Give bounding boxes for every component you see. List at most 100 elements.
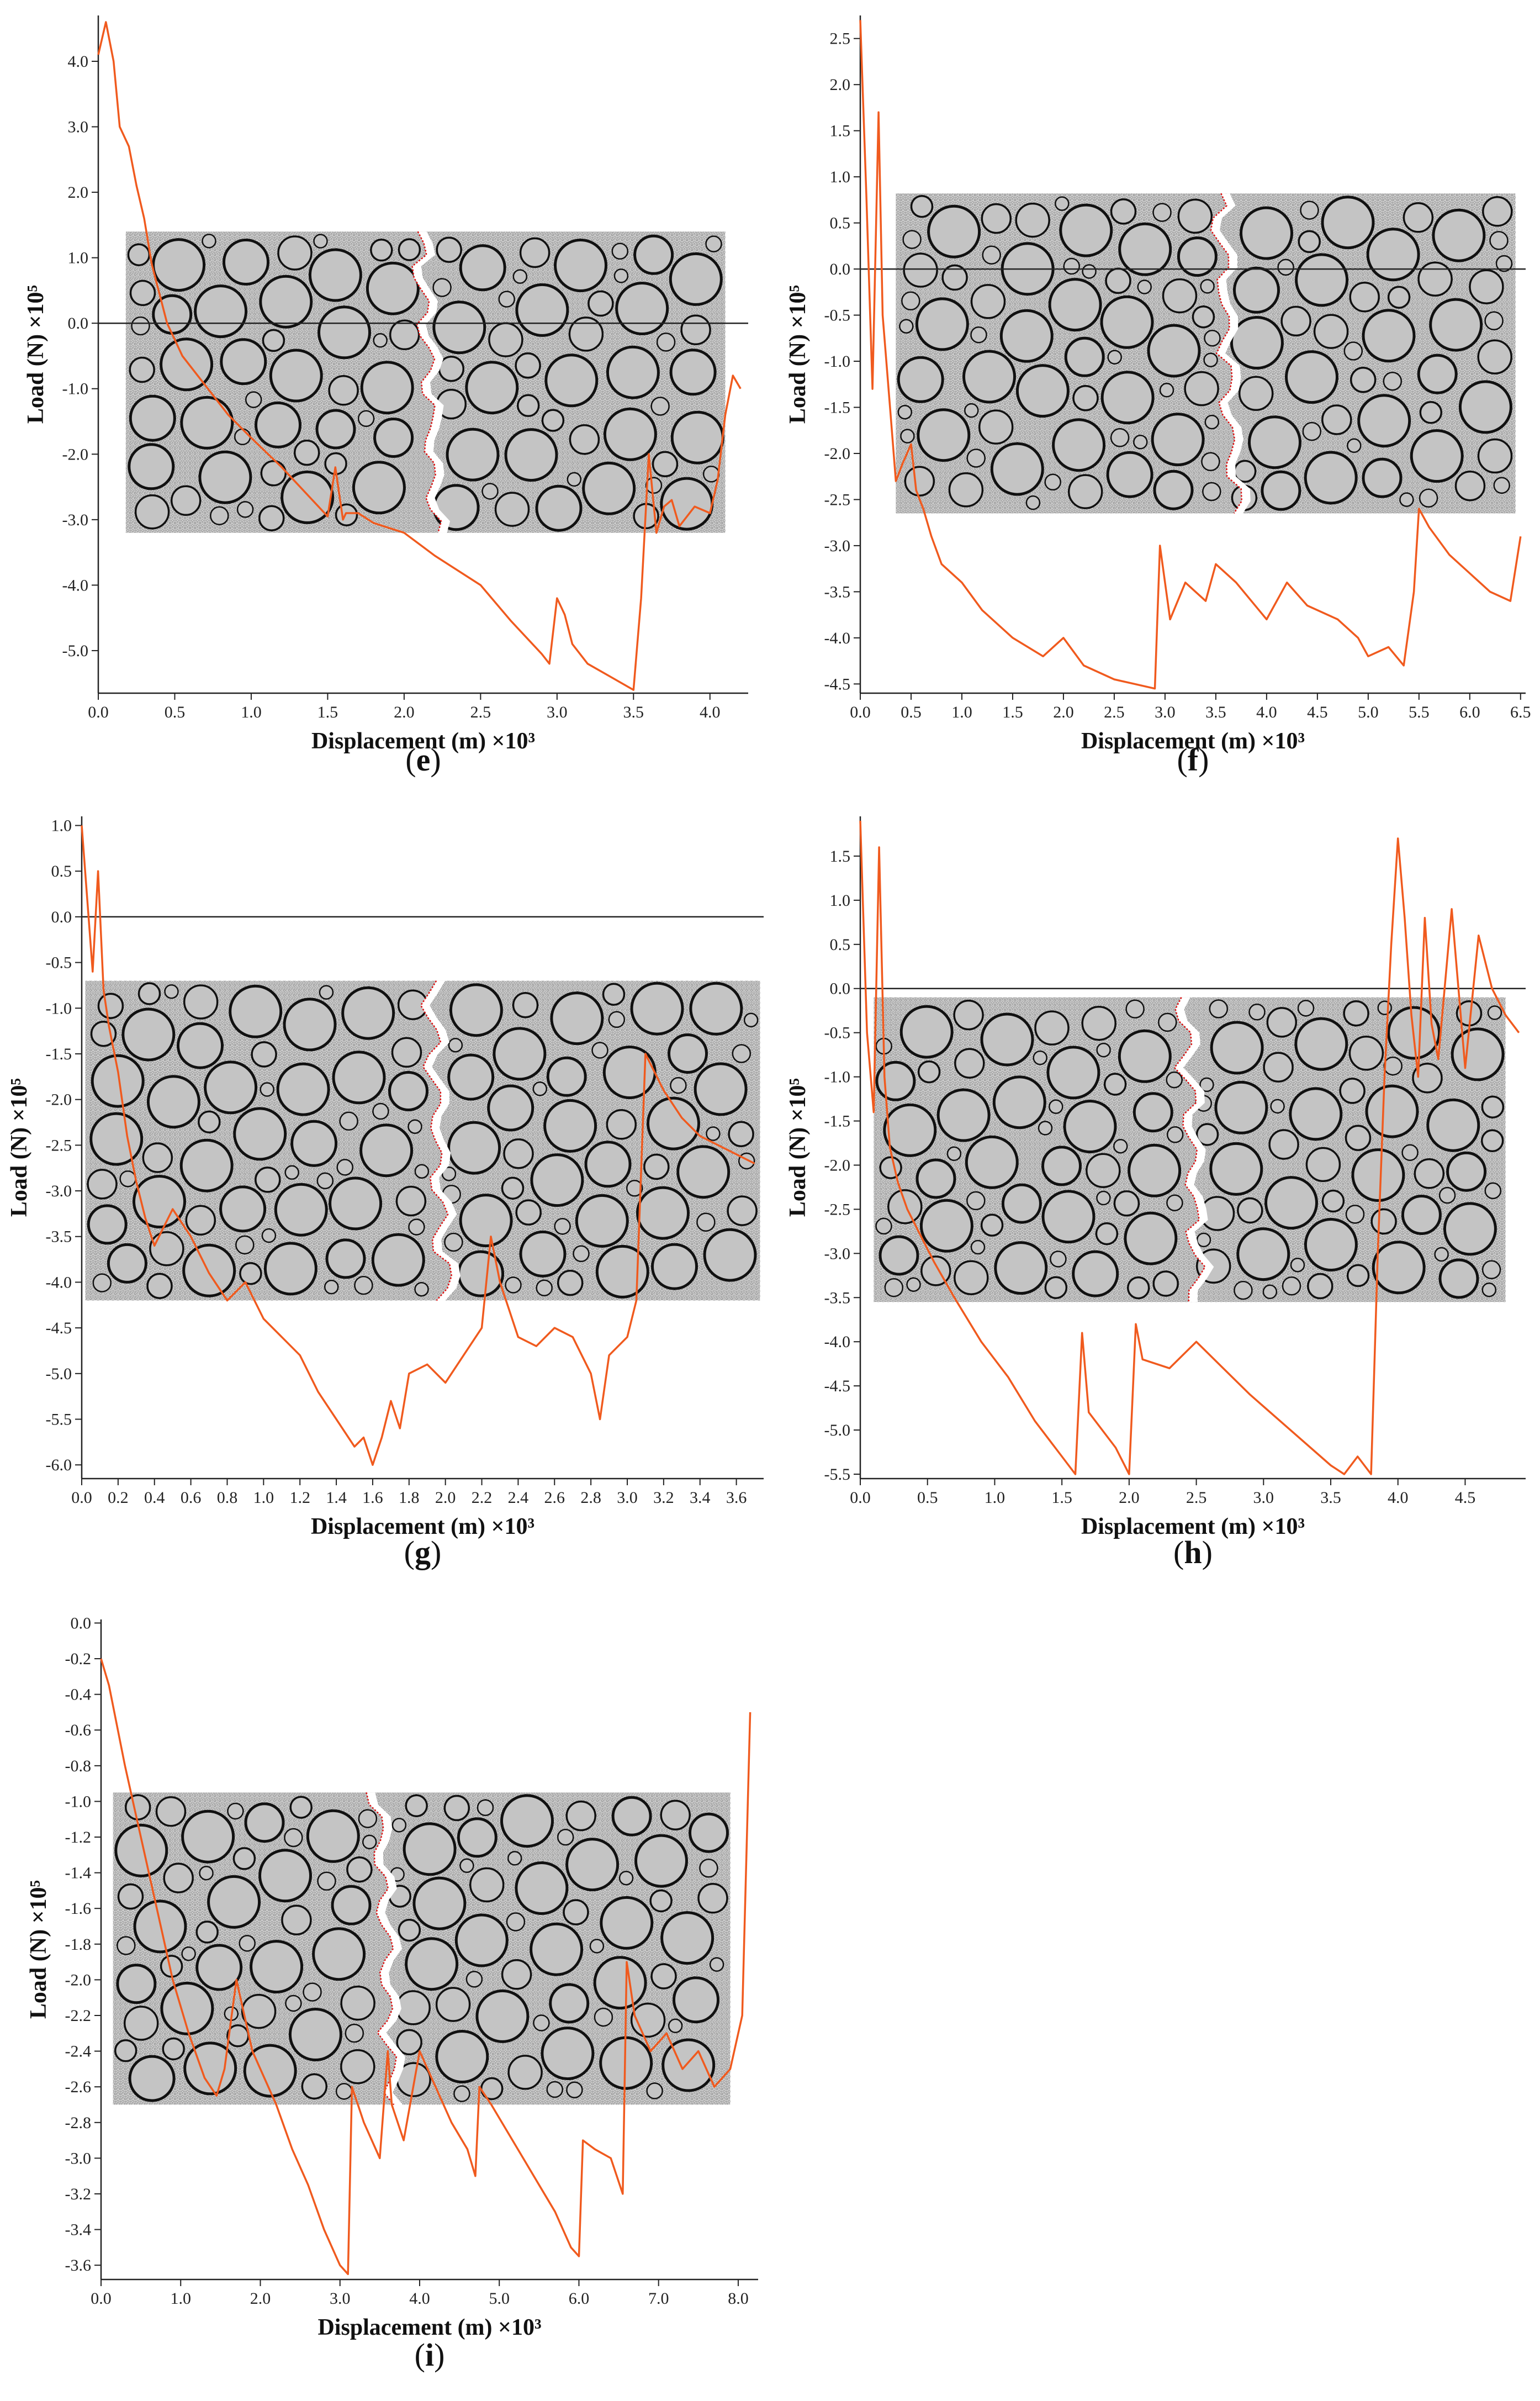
aggregate-particle xyxy=(1280,305,1311,337)
aggregate-particle xyxy=(269,349,323,403)
aggregate-particle xyxy=(645,477,663,494)
y-tick-label: -2.0 xyxy=(65,1971,92,1989)
aggregate-particle xyxy=(373,333,388,348)
aggregate-particle xyxy=(646,2082,663,2099)
aggregate-particle xyxy=(1204,329,1221,347)
aggregate-particle xyxy=(1295,253,1349,307)
aggregate-particle xyxy=(469,1867,505,1903)
x-tick-label: 2.6 xyxy=(544,1489,565,1507)
aggregate-particle xyxy=(127,243,151,266)
aggregate-particle xyxy=(915,1158,956,1199)
x-tick-label: 1.0 xyxy=(951,703,972,721)
aggregate-particle xyxy=(223,239,269,286)
aggregate-particle xyxy=(626,1180,643,1197)
aggregate-particle xyxy=(1203,352,1218,367)
aggregate-particle xyxy=(447,1053,495,1101)
aggregate-particle xyxy=(532,1081,548,1096)
aggregate-particle xyxy=(1230,316,1284,370)
aggregate-particle xyxy=(396,2029,422,2056)
aggregate-particle xyxy=(1290,1257,1305,1273)
aggregate-particle xyxy=(1015,364,1070,418)
y-axis-title: Load (N) ×10⁵ xyxy=(26,1880,51,2019)
aggregate-particle xyxy=(481,483,499,500)
y-axis-title: Load (N) ×10⁵ xyxy=(785,285,811,424)
aggregate-particle xyxy=(1107,350,1122,365)
x-tick-label: 2.0 xyxy=(435,1489,456,1507)
aggregate-particle xyxy=(1153,469,1194,510)
panel-label-open: ( xyxy=(404,1534,415,1570)
aggregate-particle xyxy=(124,1794,151,1820)
aggregate-particle xyxy=(1383,1056,1403,1076)
x-tick-label: 1.8 xyxy=(399,1489,420,1507)
y-tick-label: 0.0 xyxy=(830,260,851,278)
y-tick-label: 0.0 xyxy=(71,1614,92,1632)
aggregate-particle xyxy=(515,1199,542,1226)
aggregate-particle xyxy=(340,1985,375,2021)
aggregate-particle xyxy=(121,1007,176,1062)
aggregate-particle xyxy=(210,506,229,525)
x-tick-label: 0.5 xyxy=(901,703,922,721)
x-tick-label: 2.5 xyxy=(1104,703,1125,721)
aggregate-particle xyxy=(705,235,722,252)
aggregate-particle xyxy=(328,375,359,406)
aggregate-particle xyxy=(1339,1078,1366,1104)
aggregate-particle xyxy=(1410,429,1464,483)
aggregate-particle xyxy=(262,329,285,352)
aggregate-particle xyxy=(515,283,569,337)
y-tick-label: -0.5 xyxy=(824,1024,851,1042)
aggregate-particle xyxy=(371,1233,425,1287)
aggregate-particle xyxy=(1041,1146,1082,1186)
aggregate-particle xyxy=(584,1141,632,1188)
aggregate-particle xyxy=(336,1159,353,1176)
aggregate-particle xyxy=(137,982,161,1005)
aggregate-particle xyxy=(340,2049,375,2085)
aggregate-particle xyxy=(651,1243,698,1290)
aggregate-particle xyxy=(357,410,375,428)
aggregate-particle xyxy=(1484,1182,1502,1200)
aggregate-particle xyxy=(195,1920,219,1944)
aggregate-particle xyxy=(915,297,969,351)
aggregate-particle xyxy=(181,1946,196,1961)
aggregate-particle xyxy=(414,1164,430,1179)
aggregate-particle xyxy=(195,1944,243,1991)
aggregate-particle xyxy=(1038,1121,1053,1136)
aggregate-particle xyxy=(233,1107,287,1161)
aggregate-particle xyxy=(591,1042,608,1059)
aggregate-particle xyxy=(1110,198,1137,225)
aggregate-particle xyxy=(507,1851,522,1866)
aggregate-particle xyxy=(1451,1027,1505,1081)
aggregate-particle xyxy=(1046,1046,1100,1100)
aggregate-particle xyxy=(702,466,720,483)
aggregate-particle xyxy=(235,1235,255,1255)
y-tick-label: -5.0 xyxy=(824,1421,851,1439)
aggregate-particle xyxy=(519,1230,567,1278)
aggregate-particle xyxy=(435,1987,471,2022)
aggregate-particle xyxy=(202,234,216,249)
x-tick-label: 0.0 xyxy=(91,2289,112,2308)
aggregate-particle xyxy=(656,333,676,352)
aggregate-particle xyxy=(1049,1099,1063,1114)
aggregate-particle xyxy=(325,1238,366,1279)
aggregate-particle xyxy=(668,2018,683,2034)
x-tick-label: 2.4 xyxy=(508,1489,529,1507)
crack-gap xyxy=(366,1792,405,2105)
y-tick-label: -1.2 xyxy=(65,1828,92,1846)
x-tick-label: 1.4 xyxy=(326,1489,347,1507)
aggregate-particle xyxy=(738,1152,755,1170)
aggregate-particle xyxy=(953,999,984,1031)
aggregate-particle xyxy=(694,1062,748,1116)
aggregate-particle xyxy=(391,1037,422,1068)
aggregate-particle xyxy=(1482,196,1513,227)
y-tick-label: -4.0 xyxy=(46,1273,72,1291)
aggregate-particle xyxy=(1081,1005,1116,1041)
aggregate-particle xyxy=(285,1994,302,2012)
aggregate-particle xyxy=(182,1243,236,1297)
aggregate-particle xyxy=(966,448,986,468)
aggregate-particle xyxy=(1152,1270,1179,1297)
x-tick-label: 1.0 xyxy=(170,2289,191,2308)
aggregate-particle xyxy=(557,1269,584,1296)
aggregate-particle xyxy=(613,268,629,283)
aggregate-particle xyxy=(1426,1098,1480,1152)
aggregate-particle xyxy=(703,1228,757,1282)
aggregate-particle xyxy=(1064,336,1105,377)
